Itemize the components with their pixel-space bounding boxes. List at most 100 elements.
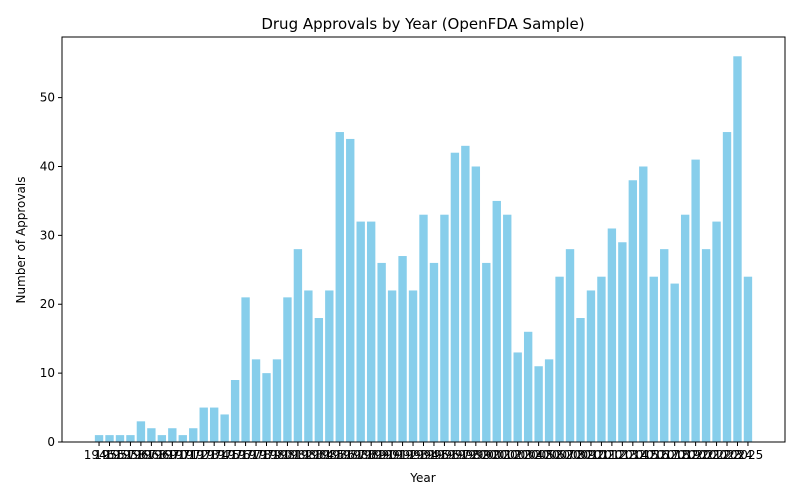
x-tick-label: 1996 bbox=[429, 448, 460, 462]
bar bbox=[482, 262, 491, 442]
x-tick-label: 2001 bbox=[481, 448, 512, 462]
x-tick-label: 2014 bbox=[618, 448, 649, 462]
bar bbox=[492, 200, 501, 442]
x-tick-label: 2015 bbox=[628, 448, 659, 462]
y-axis-label: Number of Approvals bbox=[14, 177, 28, 304]
bar bbox=[220, 414, 229, 442]
x-tick-label: 2025 bbox=[733, 448, 764, 462]
x-tick-label: 2003 bbox=[502, 448, 533, 462]
bar bbox=[126, 435, 135, 442]
x-tick-label: 2013 bbox=[607, 448, 638, 462]
x-tick-label: 2006 bbox=[534, 448, 565, 462]
bar bbox=[565, 249, 575, 442]
x-tick-label: 2020 bbox=[680, 448, 711, 462]
bar bbox=[283, 297, 292, 442]
y-tick-label: 30 bbox=[40, 228, 55, 242]
x-tick-label: 1980 bbox=[262, 448, 293, 462]
x-tick-label: 1989 bbox=[356, 448, 387, 462]
x-tick-label: 1973 bbox=[188, 448, 219, 462]
bar bbox=[628, 180, 638, 442]
x-tick-label: 1976 bbox=[220, 448, 251, 462]
x-tick-label: 2009 bbox=[565, 448, 596, 462]
bar bbox=[251, 359, 261, 442]
bar bbox=[429, 262, 439, 442]
x-tick-label: 1995 bbox=[419, 448, 450, 462]
bar bbox=[680, 214, 690, 442]
x-tick-label: 2004 bbox=[513, 448, 544, 462]
x-tick-label: 1958 bbox=[115, 448, 146, 462]
bar bbox=[189, 428, 198, 442]
bar bbox=[513, 352, 522, 442]
bar bbox=[471, 166, 481, 442]
bar bbox=[450, 152, 460, 442]
bar bbox=[293, 249, 303, 442]
x-tick-label: 2007 bbox=[544, 448, 575, 462]
x-tick-label: 2018 bbox=[659, 448, 690, 462]
bar bbox=[670, 283, 679, 442]
bar bbox=[649, 276, 658, 442]
x-tick-label: 1983 bbox=[293, 448, 324, 462]
bar bbox=[733, 56, 742, 443]
x-tick-label: 1946 bbox=[84, 448, 115, 462]
x-tick-label: 1957 bbox=[105, 448, 136, 462]
x-tick-label: 1975 bbox=[209, 448, 240, 462]
x-tick-label: 2016 bbox=[638, 448, 669, 462]
x-tick-label: 1970 bbox=[157, 448, 188, 462]
bar bbox=[607, 228, 617, 442]
x-tick-label: 2000 bbox=[471, 448, 502, 462]
x-tick-label: 2017 bbox=[649, 448, 680, 462]
x-tick-label: 2022 bbox=[701, 448, 732, 462]
bar bbox=[639, 166, 648, 442]
bar bbox=[586, 290, 596, 442]
bar bbox=[576, 318, 585, 442]
x-tick-label: 2021 bbox=[691, 448, 722, 462]
x-tick-label: 2011 bbox=[586, 448, 617, 462]
x-tick-label: 1969 bbox=[147, 448, 178, 462]
x-tick-label: 2024 bbox=[722, 448, 753, 462]
bar bbox=[366, 221, 376, 442]
bar bbox=[115, 435, 125, 442]
bar bbox=[272, 359, 282, 442]
y-tick-label: 50 bbox=[40, 91, 55, 105]
x-tick-label: 1985 bbox=[314, 448, 345, 462]
y-tick-label: 40 bbox=[40, 159, 55, 173]
x-tick-label: 1991 bbox=[377, 448, 408, 462]
x-tick-label: 2008 bbox=[555, 448, 586, 462]
bar bbox=[419, 214, 428, 442]
chart-title: Drug Approvals by Year (OpenFDA Sample) bbox=[261, 15, 584, 33]
bar bbox=[597, 276, 606, 442]
bar bbox=[94, 435, 104, 442]
x-tick-label: 1992 bbox=[387, 448, 418, 462]
x-tick-label: 1998 bbox=[450, 448, 481, 462]
x-tick-label: 1988 bbox=[345, 448, 376, 462]
bar bbox=[335, 132, 344, 442]
bar bbox=[346, 138, 355, 442]
y-tick-label: 0 bbox=[47, 435, 55, 449]
x-tick-label: 1990 bbox=[366, 448, 397, 462]
bar bbox=[157, 435, 167, 442]
bar bbox=[356, 221, 365, 442]
bar bbox=[618, 242, 627, 442]
x-tick-label: 1978 bbox=[241, 448, 272, 462]
bar bbox=[105, 435, 114, 442]
x-tick-label: 1974 bbox=[199, 448, 230, 462]
bar bbox=[147, 428, 156, 442]
bar bbox=[544, 359, 554, 442]
bar bbox=[325, 290, 334, 442]
bar bbox=[660, 249, 669, 442]
bar bbox=[178, 435, 187, 442]
x-tick-label: 1967 bbox=[126, 448, 157, 462]
x-tick-label: 1955 bbox=[94, 448, 125, 462]
bar bbox=[408, 290, 418, 442]
bar bbox=[743, 276, 753, 442]
bar bbox=[712, 221, 721, 442]
x-tick-label: 1968 bbox=[136, 448, 167, 462]
bar bbox=[440, 214, 449, 442]
bar bbox=[387, 290, 397, 442]
bar bbox=[168, 428, 177, 442]
x-tick-label: 1986 bbox=[324, 448, 355, 462]
x-tick-label: 1987 bbox=[335, 448, 366, 462]
bar bbox=[241, 297, 250, 442]
x-tick-label: 1997 bbox=[440, 448, 471, 462]
